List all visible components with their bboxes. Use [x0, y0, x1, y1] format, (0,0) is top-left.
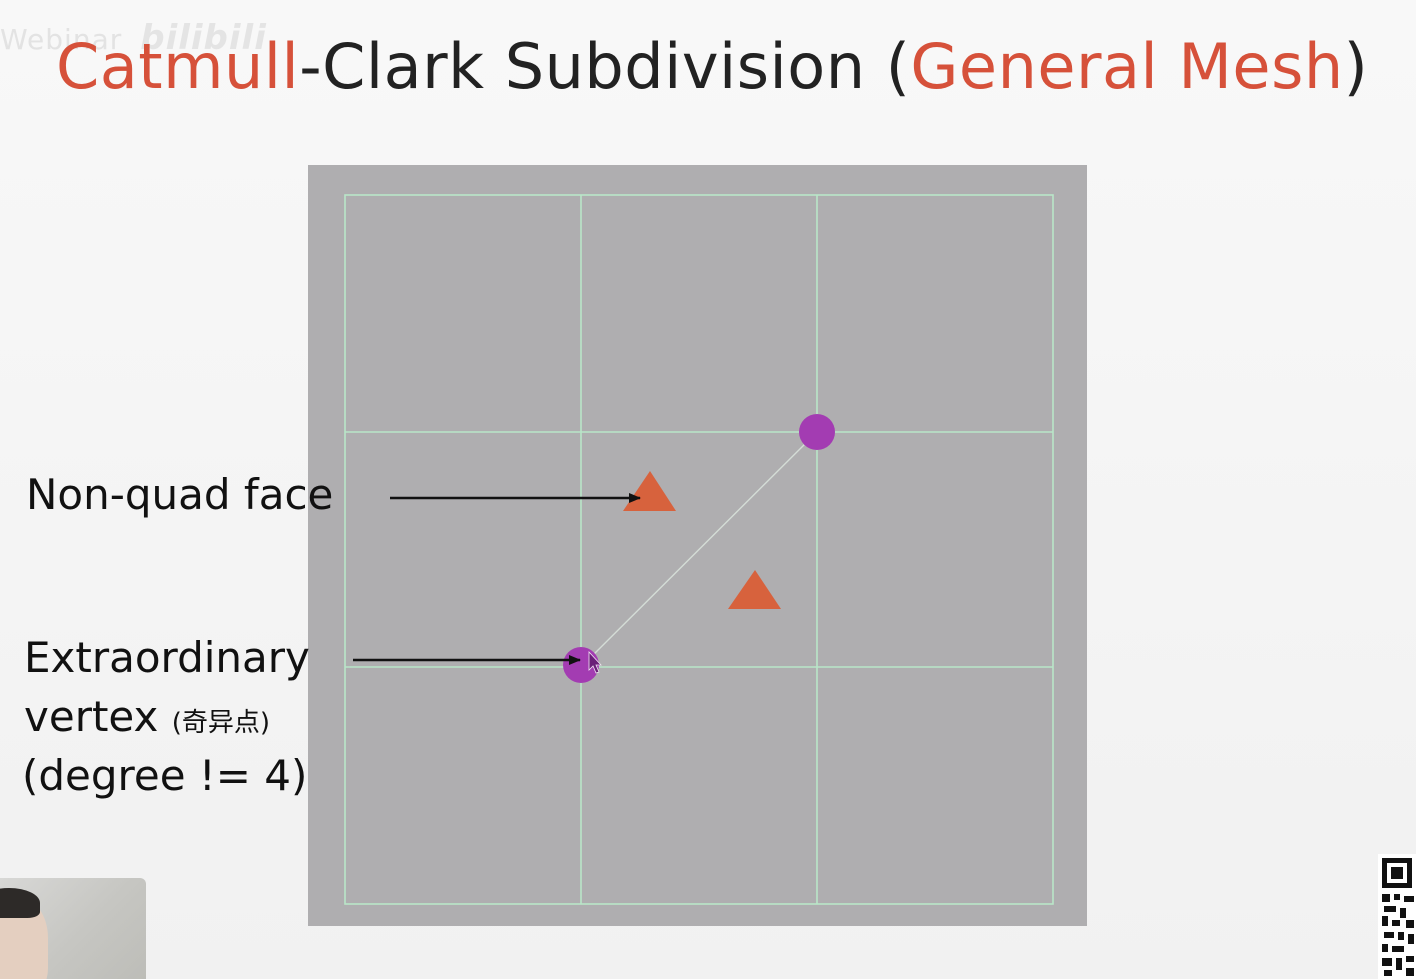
mesh-grid	[344, 194, 1054, 905]
presenter-hair	[0, 888, 40, 918]
presenter-webcam	[0, 878, 146, 979]
diagonal-edge	[580, 431, 818, 668]
watermark: Webinar bilibili	[0, 18, 267, 58]
title-end: )	[1343, 30, 1369, 103]
title-middle: -Clark Subdivision (	[299, 30, 911, 103]
slide-title: Catmull-Clark Subdivision (General Mesh)	[56, 36, 1368, 98]
label-vertex-line: vertex (奇异点)	[24, 696, 270, 738]
title-accent-catmull: Catmull	[56, 30, 300, 103]
qr-code-icon	[1378, 854, 1416, 979]
label-degree: (degree != 4)	[22, 751, 308, 800]
face-marker-triangle-lower	[728, 570, 781, 609]
mouse-cursor-icon	[588, 650, 602, 674]
label-vertex: vertex	[24, 692, 159, 741]
mesh-panel	[308, 165, 1087, 926]
watermark-text: Webinar	[0, 23, 123, 56]
label-vertex-chinese: (奇异点)	[171, 708, 271, 738]
title-accent-general-mesh: General Mesh	[910, 30, 1344, 103]
label-non-quad-face: Non-quad face	[26, 470, 334, 519]
grid-outer-border	[344, 194, 1054, 905]
extraordinary-vertex-upper	[799, 414, 835, 450]
label-extraordinary: Extraordinary	[24, 633, 310, 682]
watermark-logo: bilibili	[140, 18, 267, 58]
